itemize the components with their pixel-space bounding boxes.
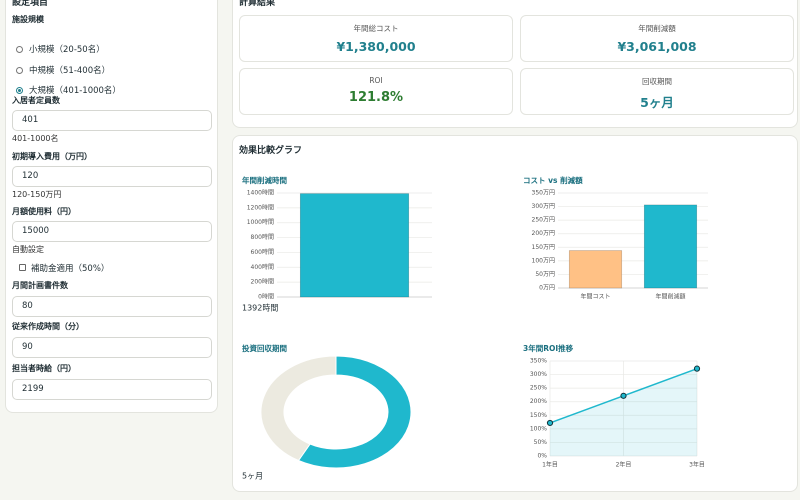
x-tick-label: 2年目: [616, 461, 632, 469]
result-value: ¥3,061,008: [617, 39, 697, 54]
result-card: ROI 121.8%: [239, 68, 513, 115]
y-tick-label: 200万円: [532, 230, 555, 237]
field-label: 初期導入費用（万円）: [12, 152, 92, 161]
checkbox[interactable]: [19, 264, 26, 271]
bar: [643, 204, 698, 289]
y-tick-label: 250%: [530, 385, 547, 392]
field-label: 月間計画書件数: [12, 281, 68, 290]
y-tick-label: 800時間: [251, 233, 274, 241]
text-input[interactable]: 80: [12, 296, 212, 317]
chart-title: 投資回収期間: [242, 343, 287, 353]
result-card: 年間総コスト ¥1,380,000: [239, 15, 513, 62]
y-tick-label: 0万円: [539, 285, 555, 292]
field-hint: 自動設定: [12, 245, 44, 254]
y-tick-label: 50万円: [535, 271, 555, 278]
y-tick-label: 600時間: [251, 248, 274, 256]
results-title: 計算結果: [239, 0, 276, 8]
field-label: 入居者定員数: [12, 96, 60, 105]
chart-title: コスト vs 削減額: [523, 175, 583, 185]
field-hint: 401-1000名: [12, 134, 59, 143]
y-tick-label: 0時間: [258, 293, 274, 301]
chart: 年間削減時間 1392時間 0時間 200時間 400時間 600時間 800時間 1000時…: [242, 175, 432, 313]
radio-label[interactable]: 中規模（51-400名）: [29, 65, 111, 76]
facility-label: 施設規模: [12, 15, 44, 24]
y-tick-label: 150%: [530, 412, 547, 419]
result-value: 5ヶ月: [640, 95, 674, 110]
y-tick-label: 300万円: [532, 203, 555, 210]
checkbox-label[interactable]: 補助金適用（50%）: [31, 264, 110, 274]
chart: 投資回収期間 5ヶ月: [242, 343, 412, 481]
field-label: 従来作成時間（分）: [12, 322, 84, 331]
result-label: 年間総コスト: [353, 24, 399, 33]
radio-label[interactable]: 小規模（20-50名）: [29, 45, 105, 55]
y-tick-label: 200%: [530, 398, 547, 405]
bar: [568, 250, 623, 289]
chart-title: 年間削減時間: [242, 175, 287, 185]
settings-title: 設定項目: [12, 0, 49, 8]
point: [546, 419, 554, 427]
result-label: 年間削減額: [638, 24, 676, 33]
radio-button[interactable]: [16, 46, 23, 53]
doughnut-segment: [297, 355, 412, 469]
chart-caption: 5ヶ月: [242, 472, 263, 481]
y-tick-label: 200時間: [251, 278, 274, 286]
radio-label[interactable]: 大規模（401-1000名）: [29, 86, 121, 96]
y-tick-label: 350%: [530, 358, 547, 365]
radio-button[interactable]: [16, 87, 23, 94]
chart-title: 3年間ROI推移: [523, 343, 574, 353]
y-tick-label: 350万円: [532, 190, 555, 197]
point: [620, 392, 627, 399]
chart: 3年間ROI推移 0% 50% 100% 150% 200% 250% 300% 350% 1年目…: [523, 343, 705, 469]
text-input[interactable]: 15000: [12, 221, 212, 242]
x-tick-label: 年間コスト: [580, 293, 610, 301]
bar: [299, 193, 410, 298]
point: [693, 365, 701, 372]
text-input[interactable]: 120: [12, 166, 212, 187]
text-input[interactable]: 401: [12, 110, 212, 131]
y-tick-label: 150万円: [532, 244, 555, 251]
results-panel: 計算結果 年間総コスト ¥1,380,000 年間削減額 ¥3,061,008 ROI 1…: [232, 0, 798, 128]
y-tick-label: 1400時間: [247, 189, 274, 197]
y-tick-label: 100%: [530, 425, 547, 432]
chart-caption: 1392時間: [242, 304, 278, 313]
field-hint: 120-150万円: [12, 190, 62, 199]
y-tick-label: 250万円: [532, 217, 555, 224]
y-tick-label: 300%: [530, 371, 547, 378]
y-tick-label: 0%: [537, 453, 547, 460]
graphs-title: 効果比較グラフ: [239, 146, 303, 156]
chart: コスト vs 削減額 0万円 50万円 100万円 150万円 200万円 250万円 300…: [523, 175, 708, 301]
result-label: 回収期間: [642, 77, 672, 86]
result-card: 回収期間 5ヶ月: [520, 68, 794, 115]
area: [550, 368, 697, 456]
result-card: 年間削減額 ¥3,061,008: [520, 15, 794, 62]
settings-panel: 設定項目 施設規模 小規模（20-50名） 中規模（51-400名） 大規模（401…: [5, 0, 218, 413]
y-tick-label: 100万円: [532, 257, 555, 264]
result-value: 121.8%: [348, 90, 404, 105]
field-label: 月額使用料（円）: [12, 207, 76, 216]
y-tick-label: 400時間: [251, 263, 274, 271]
text-input[interactable]: 2199: [12, 379, 212, 400]
result-label: ROI: [369, 76, 383, 85]
y-tick-label: 1200時間: [247, 203, 274, 211]
x-tick-label: 3年目: [689, 461, 705, 469]
x-tick-label: 年間削減額: [655, 293, 685, 301]
x-tick-label: 1年目: [542, 461, 558, 469]
field-label: 担当者時給（円）: [12, 364, 76, 373]
y-tick-label: 50%: [534, 439, 548, 446]
text-input[interactable]: 90: [12, 337, 212, 358]
y-tick-label: 1000時間: [247, 218, 274, 226]
doughnut-segment: [260, 355, 337, 462]
result-value: ¥1,380,000: [336, 39, 416, 54]
radio-button[interactable]: [16, 66, 23, 74]
